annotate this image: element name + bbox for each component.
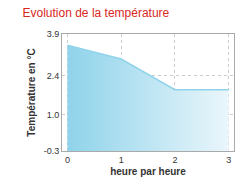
svg-text:0: 0: [65, 155, 70, 165]
svg-text:heure par heure: heure par heure: [110, 166, 186, 177]
svg-text:1: 1: [119, 155, 124, 165]
svg-text:Température en °C: Température en °C: [26, 48, 37, 136]
svg-text:1.0: 1.0: [47, 110, 60, 120]
svg-text:2: 2: [172, 155, 177, 165]
svg-text:3.9: 3.9: [47, 29, 60, 39]
svg-text:2.4: 2.4: [47, 71, 60, 81]
svg-text:3: 3: [226, 155, 231, 165]
svg-text:-0.3: -0.3: [44, 146, 60, 156]
svg-text:Evolution de la température: Evolution de la température: [23, 6, 170, 20]
